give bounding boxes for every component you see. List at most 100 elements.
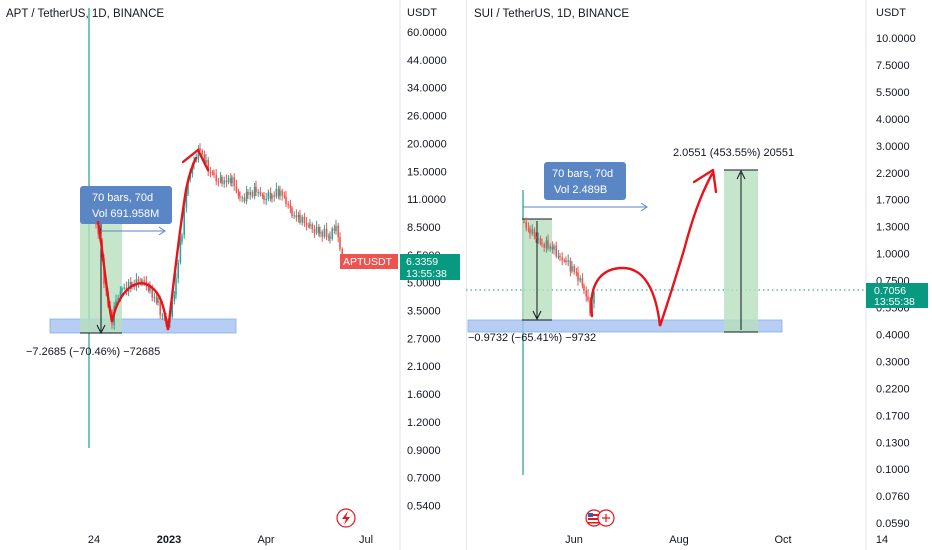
- sui-candle-body: [541, 243, 543, 245]
- sui-drawn-arrowhead[interactable]: [692, 168, 718, 194]
- apt-symbol-tag-text: APTUSDT: [343, 256, 393, 268]
- apt-y-tick-label: 34.0000: [407, 83, 447, 95]
- apt-candle-body: [247, 192, 249, 195]
- apt-candle-body: [301, 216, 303, 223]
- sui-candle-body: [549, 246, 551, 249]
- apt-candle-body: [263, 196, 265, 201]
- apt-candle-body: [225, 180, 228, 183]
- apt-candle-body: [143, 280, 145, 282]
- apt-candle-body: [265, 198, 267, 201]
- apt-tooltip-bars: 70 bars, 70d: [92, 192, 153, 204]
- sui-chart-svg[interactable]: SUI / TetherUS, 1D, BINANCE USDT 10.0000…: [466, 0, 932, 550]
- sui-candle-body: [527, 228, 530, 230]
- apt-candle-body: [308, 225, 310, 227]
- apt-y-tick-label: 1.6000: [407, 389, 441, 401]
- apt-candle-body: [177, 262, 179, 279]
- sui-title: SUI / TetherUS, 1D, BINANCE: [474, 8, 629, 20]
- apt-candle-body: [161, 314, 164, 316]
- apt-candle-body: [295, 215, 298, 218]
- apt-candle-body: [251, 191, 254, 197]
- apt-candle-body: [253, 186, 256, 197]
- sui-support-zone[interactable]: [467, 319, 783, 333]
- sui-y-axis[interactable]: 10.0000 7.5000 5.5000 4.0000 3.0000 2.2000 1.7…: [876, 33, 916, 530]
- sui-chart-panel[interactable]: SUI / TetherUS, 1D, BINANCE USDT 10.0000…: [466, 0, 932, 550]
- apt-candle-body: [153, 296, 156, 298]
- sui-candle-body: [573, 266, 575, 272]
- apt-chart-svg[interactable]: APT / TetherUS, 1D, BINANCE USDT 60.0000…: [0, 0, 466, 550]
- sui-tooltip-volume: Vol 2.489B: [554, 184, 607, 196]
- apt-x-tick-label: Jul: [359, 534, 373, 546]
- apt-last-price: 6.3359: [406, 256, 438, 268]
- apt-candle-body: [173, 294, 176, 302]
- sui-candle-body: [577, 272, 579, 281]
- apt-candle-body: [209, 172, 212, 174]
- sui-tooltip-bars: 70 bars, 70d: [552, 168, 613, 180]
- apt-candle-body: [335, 225, 337, 231]
- apt-drawn-projection-curve[interactable]: [96, 156, 198, 331]
- apt-candle-body: [183, 207, 185, 235]
- apt-candle-body: [137, 279, 140, 283]
- sui-y-tick-label: 1.7000: [876, 195, 910, 207]
- apt-y-tick-label: 2.7000: [407, 333, 441, 345]
- apt-y-tick-label: 15.0000: [407, 166, 447, 178]
- apt-y-axis[interactable]: 60.0000 44.0000 34.0000 26.0000 20.0000 15.00…: [407, 27, 447, 512]
- sui-y-tick-label: 3.0000: [876, 141, 910, 153]
- apt-candle-body: [323, 228, 326, 237]
- apt-candle-body: [117, 297, 119, 301]
- sui-drawn-projection-curve[interactable]: [590, 172, 714, 327]
- sui-candle-body: [567, 260, 569, 263]
- apt-x-axis[interactable]: 24 2023 Apr Jul: [88, 534, 373, 546]
- apt-y-tick-label: 3.5000: [407, 306, 441, 318]
- sui-y-tick-label: 0.3000: [876, 356, 910, 368]
- sui-candle-body: [589, 300, 591, 314]
- apt-candle-body: [319, 231, 321, 234]
- sui-currency-label: USDT: [876, 7, 906, 19]
- apt-title: APT / TetherUS, 1D, BINANCE: [6, 8, 164, 20]
- sui-candle-body: [593, 292, 595, 304]
- apt-candle-body: [197, 148, 200, 160]
- apt-x-tick-label: 24: [88, 534, 100, 546]
- apt-symbol-tag: [340, 254, 398, 269]
- sui-candle-body: [557, 256, 560, 258]
- apt-candle-body: [259, 191, 262, 195]
- sui-y-tick-label: 7.5000: [876, 60, 910, 72]
- sui-candle-body: [581, 278, 584, 286]
- apt-chart-panel[interactable]: APT / TetherUS, 1D, BINANCE USDT 60.0000…: [0, 0, 466, 550]
- apt-candle-body: [159, 300, 161, 315]
- apt-drawn-arrowhead[interactable]: [181, 148, 210, 172]
- apt-candle-body: [249, 191, 251, 195]
- apt-candle-body: [279, 190, 281, 197]
- apt-candle-body: [281, 190, 283, 196]
- apt-y-tick-label: 44.0000: [407, 55, 447, 67]
- apt-candle-body: [285, 196, 287, 204]
- apt-currency-label: USDT: [407, 7, 437, 19]
- apt-candle-body: [299, 214, 301, 223]
- apt-candle-body: [207, 160, 209, 173]
- apt-candle-body: [181, 234, 183, 242]
- sui-countdown: 13:55:38: [874, 296, 915, 308]
- sui-candle-body: [559, 256, 561, 258]
- sui-y-tick-label: 0.4000: [876, 329, 910, 341]
- apt-candle-body: [339, 237, 341, 250]
- apt-plot-area[interactable]: [0, 0, 400, 550]
- us-flag-icon[interactable]: [585, 509, 615, 527]
- sui-y-tick-label: 5.5000: [876, 87, 910, 99]
- lightning-icon[interactable]: [336, 508, 356, 528]
- apt-candle-body: [261, 194, 264, 197]
- sui-y-tick-label: 0.1000: [876, 464, 910, 476]
- apt-candle-body: [119, 291, 122, 298]
- sui-candle-body: [571, 266, 573, 272]
- sui-x-tick-label: Aug: [669, 534, 689, 546]
- apt-candle-body: [203, 154, 206, 164]
- sui-last-price: 0.7056: [874, 285, 906, 297]
- apt-candle-body: [213, 173, 215, 176]
- apt-candle-body: [321, 231, 323, 237]
- apt-candle-body: [255, 186, 257, 193]
- apt-countdown: 13:55:38: [406, 268, 447, 280]
- apt-candle-body: [215, 175, 217, 182]
- sui-y-tick-label: 4.0000: [876, 114, 910, 126]
- apt-support-zone[interactable]: [49, 318, 237, 334]
- apt-range-tooltip: [80, 186, 172, 224]
- apt-candle-body: [291, 208, 293, 217]
- sui-x-axis[interactable]: Jun Aug Oct 14: [565, 534, 888, 546]
